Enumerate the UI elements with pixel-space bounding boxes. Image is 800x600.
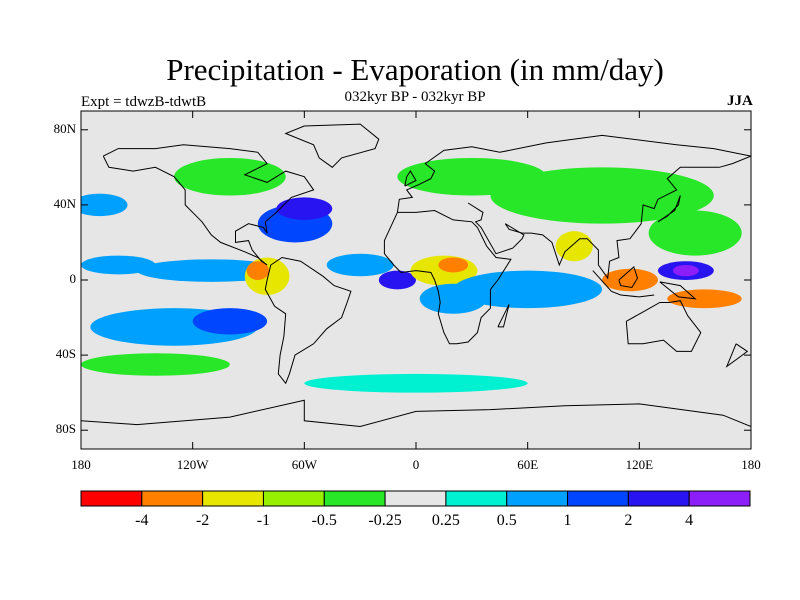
chart-title: Precipitation - Evaporation (in mm/day) <box>166 52 664 87</box>
field-region-15 <box>602 268 658 292</box>
colorbar-box-4 <box>323 490 386 507</box>
field-region-11 <box>438 257 469 273</box>
experiment-label: Expt = tdwzB-tdwtB <box>81 94 207 110</box>
x-tick-label-6: 180 <box>741 457 761 472</box>
colorbar-label-2: -1 <box>257 512 270 529</box>
field-region-22 <box>174 157 286 196</box>
coastline-2 <box>383 209 512 345</box>
field-region-3 <box>192 308 268 335</box>
coastline-14 <box>497 304 510 328</box>
colorbar-box-5 <box>384 490 447 507</box>
field-region-7 <box>276 197 333 220</box>
coastline-1 <box>264 256 352 385</box>
x-tick-label-1: 120W <box>177 457 210 472</box>
x-tick-label-3: 0 <box>413 457 420 472</box>
field-region-5 <box>246 261 269 280</box>
colorbar-box-6 <box>445 490 508 507</box>
colorbar-box-10 <box>688 490 751 507</box>
colorbar-label-9: 4 <box>685 512 693 529</box>
coastline-12 <box>404 170 417 187</box>
colorbar-label-1: -2 <box>196 512 209 529</box>
field-region-19 <box>648 210 742 256</box>
field-region-8 <box>326 253 394 277</box>
coastline-7 <box>618 266 639 289</box>
field-region-20 <box>490 167 714 224</box>
colorbar-box-0 <box>80 490 143 507</box>
coastline-9 <box>657 195 681 223</box>
x-tick-label-5: 120E <box>626 457 654 472</box>
colorbar-label-8: 2 <box>624 512 632 529</box>
colorbar-box-2 <box>202 490 264 507</box>
colorbar-box-9 <box>627 490 690 507</box>
colorbar-label-6: 0.5 <box>497 512 517 529</box>
y-tick-label-0: 80N <box>54 121 77 136</box>
axis-ticks: 80N 40N 0 40S 80S 180 120W 60W 0 60E 120E 180 <box>54 111 761 472</box>
field-region-9 <box>378 270 416 290</box>
coastline-5 <box>625 300 702 352</box>
colorbar-label-7: 1 <box>564 512 572 529</box>
field-region-14 <box>555 231 593 262</box>
field-region-24 <box>304 373 528 393</box>
colorbar-label-5: 0.25 <box>432 512 460 529</box>
season-label: JJA <box>727 93 753 109</box>
field-region-25 <box>81 193 128 217</box>
y-tick-label-2: 0 <box>70 271 77 286</box>
field-region-21 <box>397 157 547 196</box>
field-region-17 <box>672 264 699 277</box>
x-tick-label-4: 60E <box>517 457 538 472</box>
data-field <box>81 157 742 393</box>
colorbar-box-8 <box>567 490 629 507</box>
x-tick-label-2: 60W <box>292 457 318 472</box>
coastline-11 <box>81 399 751 428</box>
colorbar-label-0: -4 <box>135 512 148 529</box>
y-tick-label-3: 40S <box>56 346 76 361</box>
colorbar-label-3: -0.5 <box>312 512 337 529</box>
coastline-8 <box>659 281 697 300</box>
chart-subtitle: 032kyr BP - 032kyr BP <box>344 89 486 105</box>
coastline-13 <box>725 343 749 368</box>
colorbar-box-1 <box>141 490 204 507</box>
field-region-13 <box>453 270 603 309</box>
field-region-23 <box>81 353 230 376</box>
coastline-4 <box>467 155 751 280</box>
y-tick-label-1: 40N <box>54 196 77 211</box>
y-tick-label-4: 80S <box>56 421 76 436</box>
colorbar-label-4: -0.25 <box>368 512 401 529</box>
coastline-10 <box>284 123 380 168</box>
field-region-18 <box>667 289 742 309</box>
colorbar-box-7 <box>506 490 569 507</box>
x-tick-label-0: 180 <box>71 457 91 472</box>
coastline-0 <box>102 144 315 266</box>
colorbar-box-3 <box>262 490 325 507</box>
colorbar: -4 -2 -1 -0.5 -0.25 0.25 0.5 1 2 4 <box>80 490 751 529</box>
coastlines <box>81 123 751 428</box>
coastline-6 <box>592 270 655 298</box>
field-region-1 <box>81 255 156 275</box>
coastline-3 <box>396 134 751 213</box>
